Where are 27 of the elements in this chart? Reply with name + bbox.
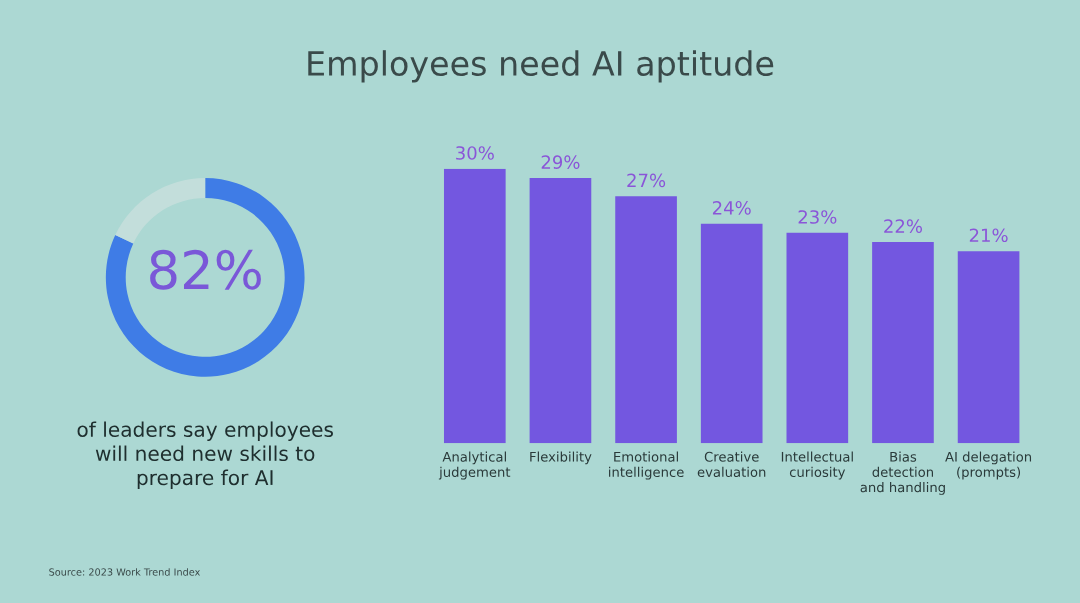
chart-title: Employees need AI aptitude [308,50,774,83]
x-tick-label: Emotional intelligence [609,451,684,480]
x-tick-label: Bias detection and handling [860,451,945,495]
x-tick-label: AI delegation (prompts) [945,451,1032,480]
bar [615,196,677,444]
source-note: Source: 2023 Work Trend Index [49,568,201,576]
bar [872,242,934,444]
bar [443,168,506,444]
data-label: 24% [712,201,751,215]
data-label: 22% [884,219,923,233]
text: of leaders say employees will need new skills to prepare for AI [77,421,333,490]
x-tick-label: Flexibility [530,451,592,465]
data-label: 23% [798,210,837,224]
x-tick-label: Creative evaluation [697,451,766,478]
x-tick-label: Analytical judgement [438,451,511,480]
donut-slice [105,178,305,377]
bar [957,251,1020,444]
x-tick-label: Intellectual curiosity [781,451,853,480]
bar [786,232,849,444]
bar [700,223,763,444]
data-label: 30% [456,146,494,160]
text: 82% [150,249,261,290]
data-label: 21% [969,228,1008,243]
donut-slice [115,178,206,244]
data-label: 29% [541,155,580,169]
bar [529,177,592,444]
data-label: 27% [627,173,666,188]
